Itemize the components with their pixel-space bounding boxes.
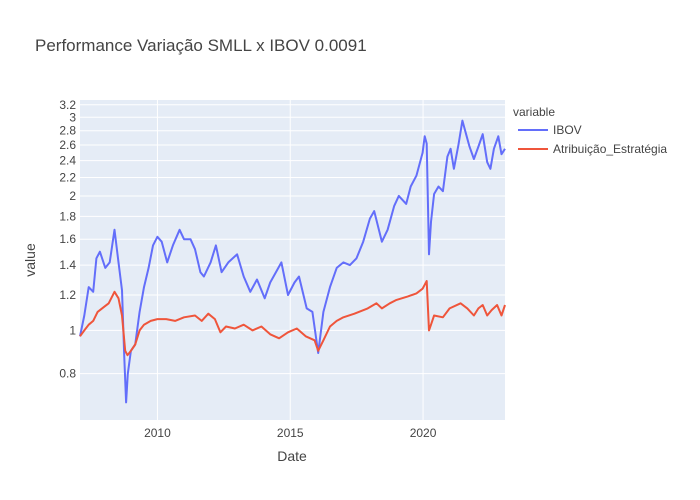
y-tick-label: 2.2: [59, 170, 76, 184]
legend-label: Atribuição_Estratégia: [553, 142, 667, 156]
y-tick-label: 1.8: [59, 209, 76, 223]
y-tick-label: 1.2: [59, 288, 76, 302]
grid: [80, 100, 505, 420]
legend-title: variable: [513, 105, 555, 119]
y-tick-label: 3.2: [59, 98, 76, 112]
series-line-atribuicao-estrategia: [79, 280, 506, 357]
legend[interactable]: variable IBOV Atribuição_Estratégia: [513, 105, 667, 156]
legend-item-ibov[interactable]: IBOV: [518, 123, 582, 137]
x-tick-label: 2015: [277, 426, 304, 440]
x-tick-label: 2020: [410, 426, 437, 440]
legend-label: IBOV: [553, 123, 582, 137]
plot-area: [80, 100, 505, 420]
y-tick-label: 2: [69, 189, 76, 203]
y-tick-label: 1: [69, 323, 76, 337]
y-tick-label: 0.8: [59, 367, 76, 381]
x-tick-label: 2010: [144, 426, 171, 440]
y-axis-ticks: 0.8 1 1.2 1.4 1.6 1.8 2 2.2 2.4 2.62.833.2: [59, 98, 76, 381]
y-tick-label: 2.8: [59, 124, 76, 138]
x-axis-ticks: 2010 2015 2020: [144, 426, 437, 440]
y-tick-label: 2.4: [59, 154, 76, 168]
y-tick-label: 1.4: [59, 258, 76, 272]
chart-title: Performance Variação SMLL x IBOV 0.0091: [35, 36, 367, 55]
y-tick-label: 3: [69, 110, 76, 124]
series-group: [79, 119, 506, 404]
y-tick-label: 1.6: [59, 232, 76, 246]
x-axis-label: Date: [277, 448, 307, 464]
legend-item-atribuicao-estrategia[interactable]: Atribuição_Estratégia: [518, 142, 667, 156]
y-tick-label: 2.6: [59, 138, 76, 152]
y-axis-label: value: [22, 243, 38, 277]
